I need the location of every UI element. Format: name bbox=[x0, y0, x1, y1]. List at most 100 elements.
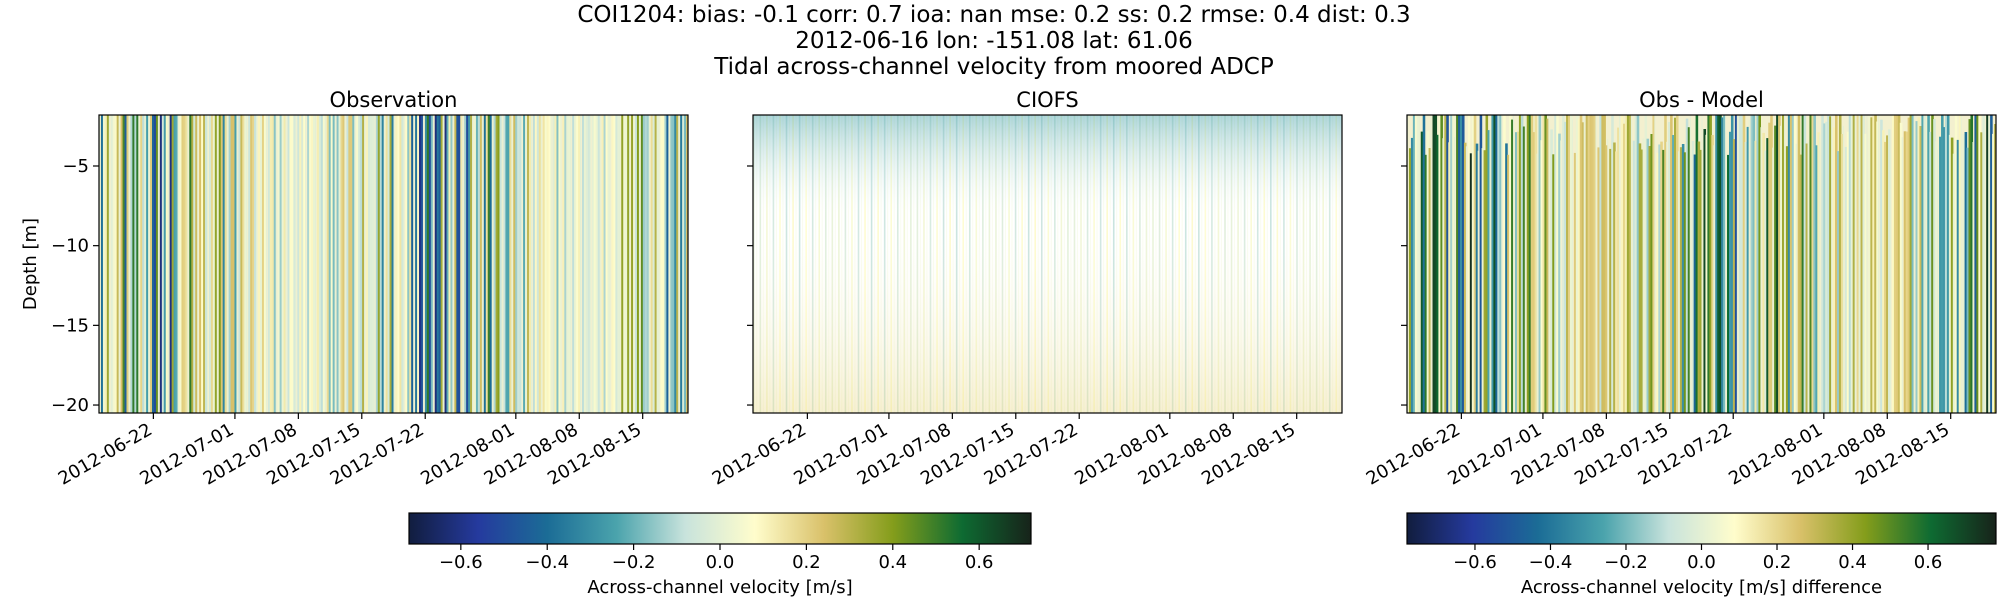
heatmap-cell-column bbox=[1946, 115, 1950, 413]
y-tick-label: −15 bbox=[51, 315, 89, 336]
heatmap-cell-column bbox=[409, 115, 412, 413]
heatmap-cell-column bbox=[364, 115, 366, 413]
heatmap-cell-column bbox=[1754, 140, 1758, 413]
heatmap-cell-column bbox=[106, 115, 110, 413]
heatmap-cell-column bbox=[183, 115, 186, 413]
heatmap-cell-column bbox=[1744, 142, 1748, 413]
heatmap-cell-column bbox=[1836, 151, 1840, 413]
heatmap-cell-column bbox=[1412, 115, 1416, 413]
heatmap-cell-column bbox=[1884, 141, 1887, 413]
heatmap-cell-column bbox=[193, 115, 196, 413]
heatmap-cell-column bbox=[1536, 153, 1538, 413]
heatmap-cell-column bbox=[1793, 115, 1797, 413]
heatmap-cell-column bbox=[197, 115, 199, 413]
heatmap-cell-column bbox=[1895, 115, 1899, 413]
heatmap-cell-column bbox=[511, 115, 513, 413]
heatmap-cell-column bbox=[574, 115, 577, 413]
heatmap-cell-column bbox=[1591, 115, 1595, 413]
panel-title: Obs - Model bbox=[1639, 88, 1764, 112]
heatmap-cell-column bbox=[560, 115, 562, 413]
heatmap-cell-column bbox=[1638, 143, 1642, 413]
heatmap-cell-column bbox=[395, 115, 399, 413]
heatmap-cell-column bbox=[1772, 147, 1774, 413]
heatmap-cell-column bbox=[1516, 131, 1520, 413]
heatmap-cell-column bbox=[254, 115, 257, 413]
heatmap-cell-column bbox=[483, 115, 487, 413]
heatmap-cell-column bbox=[259, 115, 263, 413]
heatmap-cell-column bbox=[1593, 115, 1597, 413]
heatmap-cell-column bbox=[666, 115, 669, 413]
heatmap-cell-column bbox=[1493, 115, 1496, 413]
heatmap-cell-column bbox=[273, 115, 277, 413]
heatmap-cell-column bbox=[1770, 115, 1773, 413]
heatmap-cell-column bbox=[1668, 122, 1671, 413]
heatmap-cell-column bbox=[1905, 131, 1909, 413]
heatmap-cell-column bbox=[1640, 149, 1644, 413]
heatmap-cell-column bbox=[568, 115, 571, 413]
heatmap-cell-column bbox=[1748, 119, 1750, 413]
heatmap-cell-column bbox=[470, 115, 473, 413]
heatmap-cell-column bbox=[114, 115, 118, 413]
heatmap-cell-column bbox=[1907, 117, 1911, 413]
heatmap-cell-column bbox=[1778, 115, 1781, 413]
heatmap-cell-column bbox=[1944, 115, 1948, 413]
heatmap-cell-column bbox=[1507, 154, 1510, 413]
heatmap-cell-column bbox=[179, 115, 183, 413]
heatmap-cell-column bbox=[487, 115, 491, 413]
axes-frame bbox=[1406, 114, 1997, 414]
heatmap-cell-column bbox=[320, 115, 324, 413]
heatmap-cell-column bbox=[161, 115, 165, 413]
heatmap-cell-column bbox=[1532, 132, 1536, 413]
heatmap-cell-column bbox=[428, 115, 432, 413]
axes-frame bbox=[752, 114, 1343, 414]
heatmap-cell-column bbox=[686, 115, 688, 413]
heatmap-cell-column bbox=[303, 115, 306, 413]
heatmap-cell-column bbox=[450, 115, 453, 413]
heatmap-cell-column bbox=[263, 115, 267, 413]
colorbar-tick-label: −0.2 bbox=[1604, 552, 1648, 573]
heatmap-cell-column bbox=[1475, 143, 1479, 413]
heatmap-cell-column bbox=[1465, 146, 1467, 413]
heatmap-cell-column bbox=[621, 115, 624, 413]
heatmap-cell-column bbox=[1966, 147, 1970, 413]
heatmap-cell-column bbox=[1829, 116, 1832, 413]
heatmap-cell-column bbox=[1711, 135, 1714, 413]
heatmap-cell-column bbox=[507, 115, 510, 413]
colorbar-tick-label: 0.0 bbox=[706, 552, 735, 573]
heatmap-cell-column bbox=[1925, 120, 1927, 413]
heatmap-cell-column bbox=[501, 115, 503, 413]
heatmap-cell-column bbox=[199, 115, 202, 413]
heatmap-cell-column bbox=[530, 115, 532, 413]
heatmap-cell-column bbox=[1662, 149, 1665, 413]
heatmap-cell-column bbox=[1628, 115, 1632, 413]
heatmap-cell-column bbox=[175, 115, 179, 413]
heatmap-cell-column bbox=[644, 115, 648, 413]
heatmap-cell-column bbox=[1514, 132, 1518, 413]
heatmap-cell-column bbox=[617, 115, 620, 413]
heatmap-cell-column bbox=[226, 115, 228, 413]
heatmap-cell-column bbox=[638, 115, 640, 413]
heatmap-cell-column bbox=[1611, 115, 1614, 413]
colorbar-tick-label: 0.2 bbox=[792, 552, 821, 573]
heatmap-cell-column bbox=[1685, 118, 1689, 413]
heatmap-cell-column bbox=[420, 115, 424, 413]
heatmap-cell-column bbox=[1573, 152, 1577, 413]
heatmap-cell-column bbox=[1913, 115, 1915, 413]
heatmap-cell-column bbox=[1815, 145, 1818, 413]
colorbar-label: Across-channel velocity [m/s] difference bbox=[1521, 577, 1882, 598]
heatmap-cell-column bbox=[373, 115, 375, 413]
heatmap-cell-column bbox=[153, 115, 157, 413]
heatmap-cell-column bbox=[1935, 141, 1938, 413]
heatmap-cell-column bbox=[1530, 115, 1534, 413]
heatmap-cell-column bbox=[277, 115, 281, 413]
heatmap-cell-column bbox=[261, 115, 265, 413]
heatmap-cell-column bbox=[377, 115, 381, 413]
heatmap-cell-column bbox=[1893, 115, 1897, 413]
heatmap-cell-column bbox=[1844, 146, 1848, 413]
heatmap-cell-column bbox=[550, 115, 552, 413]
heatmap-cell-column bbox=[1929, 131, 1932, 413]
heatmap-cell-column bbox=[120, 115, 124, 413]
heatmap-cell-column bbox=[203, 115, 206, 413]
heatmap-cell-column bbox=[1554, 115, 1557, 413]
heatmap-cell-column bbox=[322, 115, 326, 413]
